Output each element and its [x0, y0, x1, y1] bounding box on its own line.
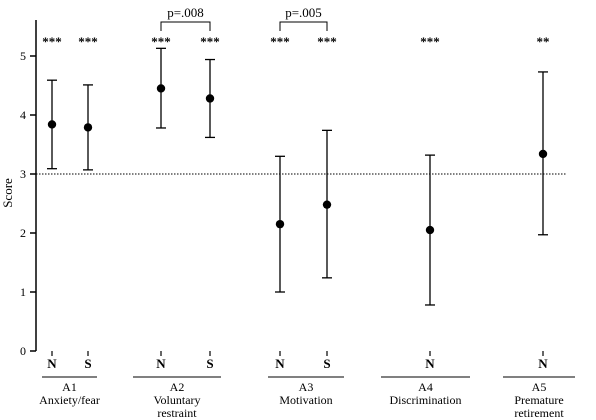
mean-point	[156, 84, 166, 93]
x-tick-label: N	[538, 356, 548, 371]
mean-point	[205, 94, 215, 103]
x-tick-label: N	[156, 356, 166, 371]
significance-label: ***	[151, 34, 171, 49]
mean-point	[425, 225, 435, 235]
group-code: A2	[170, 380, 185, 394]
group-code: A4	[418, 380, 433, 394]
significance-label: ***	[317, 34, 337, 49]
group-code: A5	[532, 380, 547, 394]
x-tick-label: N	[425, 356, 435, 371]
y-tick-label: 1	[20, 285, 26, 299]
group-title: Discrimination	[390, 393, 462, 407]
y-tick-label: 3	[20, 167, 26, 181]
group-title: retirement	[514, 406, 564, 420]
comparison-bracket	[160, 21, 211, 31]
group-title: Motivation	[279, 393, 332, 407]
significance-label: ***	[270, 34, 290, 49]
x-tick-label: N	[47, 356, 57, 371]
group-title: restraint	[157, 406, 197, 420]
comparison-bracket	[279, 21, 328, 31]
group-title: Anxiety/fear	[39, 393, 100, 407]
comparison-label: p=.005	[285, 5, 322, 20]
significance-label: ***	[78, 34, 98, 49]
significance-label: ***	[200, 34, 220, 49]
group-code: A1	[62, 380, 77, 394]
x-tick-label: S	[206, 356, 213, 371]
significance-label: ***	[42, 34, 62, 49]
x-tick-label: N	[275, 356, 285, 371]
y-tick-label: 2	[20, 226, 26, 240]
x-tick-label: S	[323, 356, 330, 371]
y-tick-label: 0	[20, 344, 26, 358]
significance-label: **	[537, 34, 550, 49]
mean-point	[538, 149, 548, 159]
significance-label: ***	[420, 34, 440, 49]
mean-point	[47, 120, 57, 129]
group-title: Voluntary	[153, 393, 200, 407]
y-tick-label: 5	[20, 49, 26, 63]
x-tick-label: S	[84, 356, 91, 371]
y-tick-label: 4	[20, 108, 26, 122]
mean-point	[83, 123, 93, 132]
y-axis-label: Score	[0, 178, 15, 208]
comparison-label: p=.008	[167, 5, 204, 20]
group-code: A3	[299, 380, 314, 394]
mean-point	[322, 200, 332, 209]
group-title: Premature	[514, 393, 563, 407]
mean-point	[275, 219, 285, 229]
